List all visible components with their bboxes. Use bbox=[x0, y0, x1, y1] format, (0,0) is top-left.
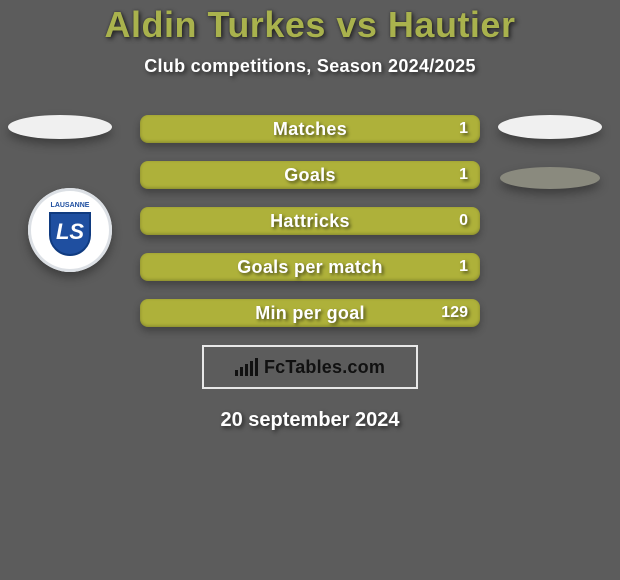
stat-bar-value: 1 bbox=[459, 258, 468, 276]
club-badge: LAUSANNE LS bbox=[28, 188, 112, 272]
stat-bar-label: Min per goal bbox=[255, 303, 365, 324]
stat-bar: Goals 1 bbox=[140, 161, 480, 189]
club-badge-letters: LS bbox=[56, 219, 84, 244]
stat-bar-value: 0 bbox=[459, 212, 468, 230]
stat-bar-value: 1 bbox=[459, 166, 468, 184]
stat-bar: Min per goal 129 bbox=[140, 299, 480, 327]
subtitle: Club competitions, Season 2024/2025 bbox=[0, 56, 620, 77]
fctables-logo: FcTables.com bbox=[202, 345, 418, 389]
avatar-placeholder-right-bottom bbox=[500, 167, 600, 189]
stat-bar-label: Goals per match bbox=[237, 257, 383, 278]
page-title: Aldin Turkes vs Hautier bbox=[0, 4, 620, 46]
stat-bar-label: Goals bbox=[284, 165, 336, 186]
stat-bar: Hattricks 0 bbox=[140, 207, 480, 235]
stat-bar-value: 1 bbox=[459, 120, 468, 138]
stat-bar: Matches 1 bbox=[140, 115, 480, 143]
stat-bar-label: Hattricks bbox=[270, 211, 350, 232]
infographic-card: Aldin Turkes vs Hautier Club competition… bbox=[0, 0, 620, 580]
logo-text: FcTables.com bbox=[264, 357, 385, 378]
avatar-placeholder-right-top bbox=[498, 115, 602, 139]
chart-icon bbox=[235, 358, 258, 376]
stats-zone: LAUSANNE LS Matches 1 Goals 1 Hattricks 0 Goal… bbox=[0, 115, 620, 325]
club-badge-icon: LAUSANNE LS bbox=[35, 195, 105, 265]
date-text: 20 september 2024 bbox=[0, 409, 620, 432]
stat-bar-value: 129 bbox=[441, 304, 468, 322]
club-badge-label: LAUSANNE bbox=[51, 202, 90, 209]
stat-bar-label: Matches bbox=[273, 119, 347, 140]
stat-bar: Goals per match 1 bbox=[140, 253, 480, 281]
avatar-placeholder-left bbox=[8, 115, 112, 139]
